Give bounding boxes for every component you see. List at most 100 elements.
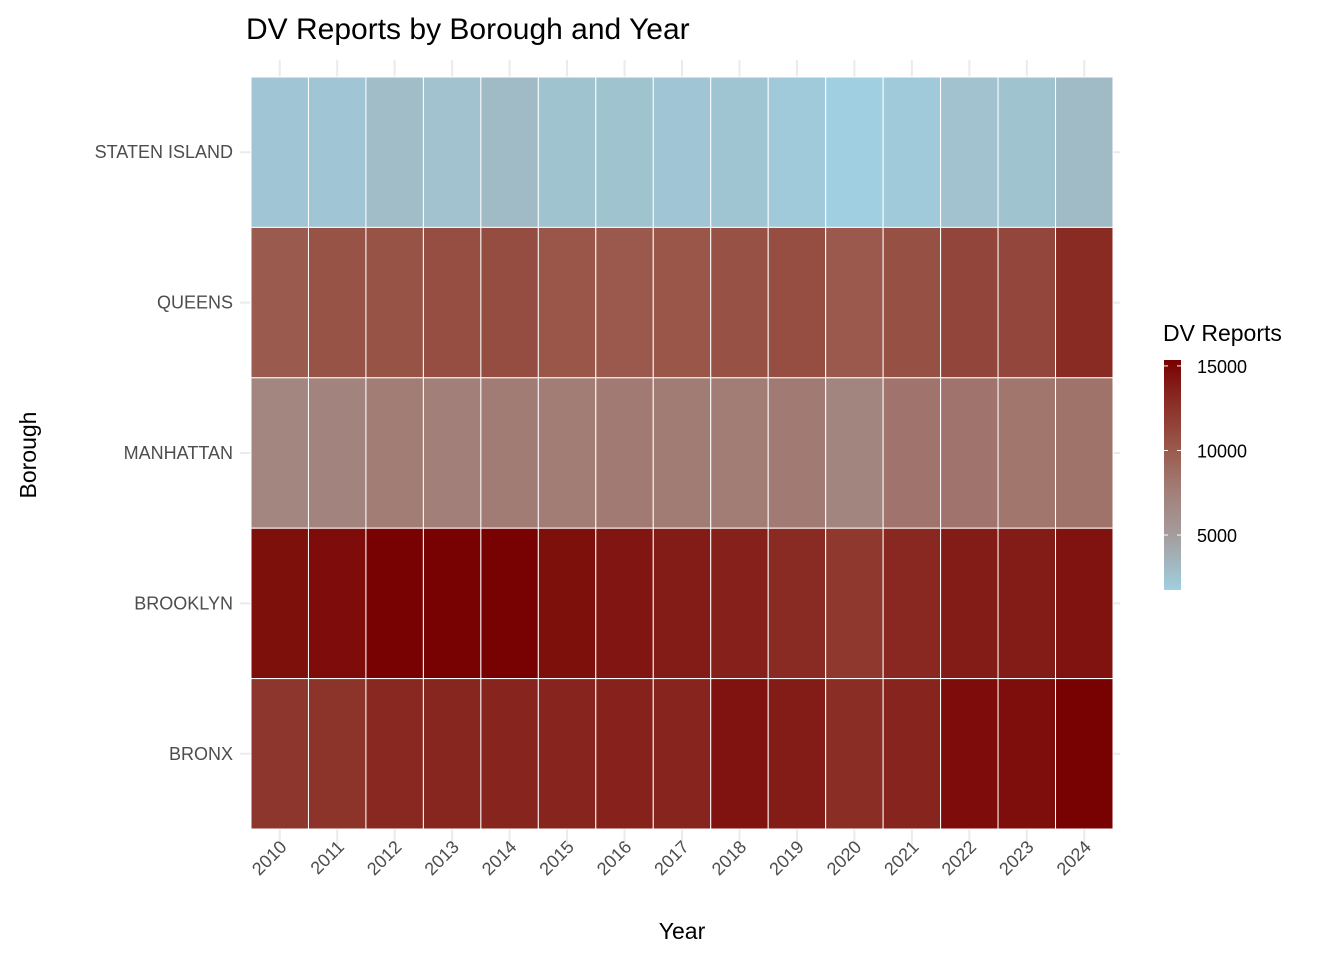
y-tick-label: QUEENS (157, 293, 233, 313)
heatmap-cell (595, 377, 654, 529)
heatmap-cell (365, 527, 424, 680)
x-tick-label: 2019 (765, 837, 807, 879)
heatmap-cell (710, 76, 769, 228)
x-tick-label: 2015 (535, 837, 577, 879)
heatmap-cell (422, 76, 482, 228)
heatmap-cell (480, 377, 539, 529)
heatmap-cell (767, 527, 827, 680)
x-tick-label: 2021 (880, 837, 922, 879)
heatmap-cell (595, 226, 654, 379)
heatmap-cell (825, 76, 884, 228)
heatmap-cell (1055, 377, 1114, 529)
heatmap-cell (710, 226, 769, 379)
heatmap-cell (422, 678, 482, 830)
y-tick-label: BRONX (169, 744, 233, 764)
heatmap-cell (997, 226, 1057, 379)
heatmap-cell (480, 226, 539, 379)
heatmap-cell (825, 377, 884, 529)
colorbar (1164, 360, 1181, 590)
heatmap-cell (767, 377, 827, 529)
heatmap-cell (595, 527, 654, 680)
x-tick-label: 2010 (248, 837, 290, 879)
heatmap-cell (710, 527, 769, 680)
heatmap-cell (652, 377, 712, 529)
heatmap-cell (882, 76, 942, 228)
chart-title: DV Reports by Borough and Year (246, 13, 690, 46)
heatmap-cell (365, 678, 424, 830)
legend-tick-label: 10000 (1197, 441, 1247, 461)
x-tick-label: 2013 (421, 837, 463, 879)
heatmap-cell (882, 377, 942, 529)
heatmap-cell (997, 76, 1057, 228)
x-tick-label: 2018 (708, 837, 750, 879)
legend-tick-label: 5000 (1197, 526, 1237, 546)
heatmap-cell (537, 678, 597, 830)
heatmap-cell (480, 678, 539, 830)
x-tick-label: 2012 (363, 837, 405, 879)
heatmap-cell (307, 76, 367, 228)
x-tick-label: 2024 (1053, 837, 1095, 879)
heatmap-cell (882, 527, 942, 680)
legend-tick-label: 15000 (1197, 357, 1247, 377)
heatmap-cells (250, 76, 1114, 830)
heatmap-cell (250, 76, 309, 228)
y-tick-label: BROOKLYN (134, 593, 233, 613)
heatmap-cell (767, 76, 827, 228)
heatmap-cell (940, 377, 999, 529)
heatmap-cell (825, 678, 884, 830)
x-tick-label: 2020 (823, 837, 865, 879)
heatmap-cell (537, 527, 597, 680)
heatmap-cell (997, 527, 1057, 680)
heatmap-cell (652, 678, 712, 830)
heatmap-cell (767, 678, 827, 830)
x-axis-title: Year (659, 918, 706, 944)
heatmap-cell (595, 678, 654, 830)
heatmap-cell (595, 76, 654, 228)
heatmap-cell (825, 226, 884, 379)
heatmap-cell (365, 76, 424, 228)
heatmap-cell (307, 226, 367, 379)
heatmap-cell (940, 76, 999, 228)
heatmap-cell (250, 377, 309, 529)
heatmap-cell (997, 377, 1057, 529)
heatmap-cell (537, 76, 597, 228)
heatmap-cell (882, 226, 942, 379)
x-tick-label: 2014 (478, 837, 520, 879)
heatmap-cell (422, 527, 482, 680)
heatmap-cell (1055, 76, 1114, 228)
heatmap-cell (422, 226, 482, 379)
y-axis-ticks: STATEN ISLAND QUEENS MANHATTAN BROOKLYN BRON… (95, 142, 233, 764)
x-tick-label: 2017 (650, 837, 692, 879)
heatmap-cell (940, 678, 999, 830)
heatmap-cell (825, 527, 884, 680)
heatmap-cell (250, 226, 309, 379)
x-tick-label: 2022 (938, 837, 980, 879)
legend-title: DV Reports (1163, 320, 1282, 346)
heatmap-cell (250, 678, 309, 830)
heatmap-cell (250, 527, 309, 680)
heatmap-cell (1055, 678, 1114, 830)
heatmap-cell (652, 76, 712, 228)
heatmap-cell (1055, 527, 1114, 680)
heatmap-cell (307, 527, 367, 680)
x-axis-ticks: 2010 2011 2012 2013 2014 2015 2016 2017 2018 2019… (248, 837, 1095, 879)
heatmap-cell (365, 377, 424, 529)
heatmap-cell (997, 678, 1057, 830)
heatmap-cell (710, 678, 769, 830)
heatmap-cell (365, 226, 424, 379)
heatmap-cell (710, 377, 769, 529)
heatmap-cell (1055, 226, 1114, 379)
x-tick-label: 2023 (995, 837, 1037, 879)
heatmap-cell (307, 678, 367, 830)
heatmap-cell (480, 76, 539, 228)
heatmap-cell (940, 527, 999, 680)
heatmap-cell (882, 678, 942, 830)
y-tick-label: STATEN ISLAND (95, 142, 233, 162)
heatmap-cell (537, 226, 597, 379)
heatmap-cell (480, 527, 539, 680)
heatmap-cell (652, 226, 712, 379)
heatmap-cell (537, 377, 597, 529)
legend: DV Reports 5000 10000 15000 (1163, 320, 1282, 590)
heatmap-cell (940, 226, 999, 379)
